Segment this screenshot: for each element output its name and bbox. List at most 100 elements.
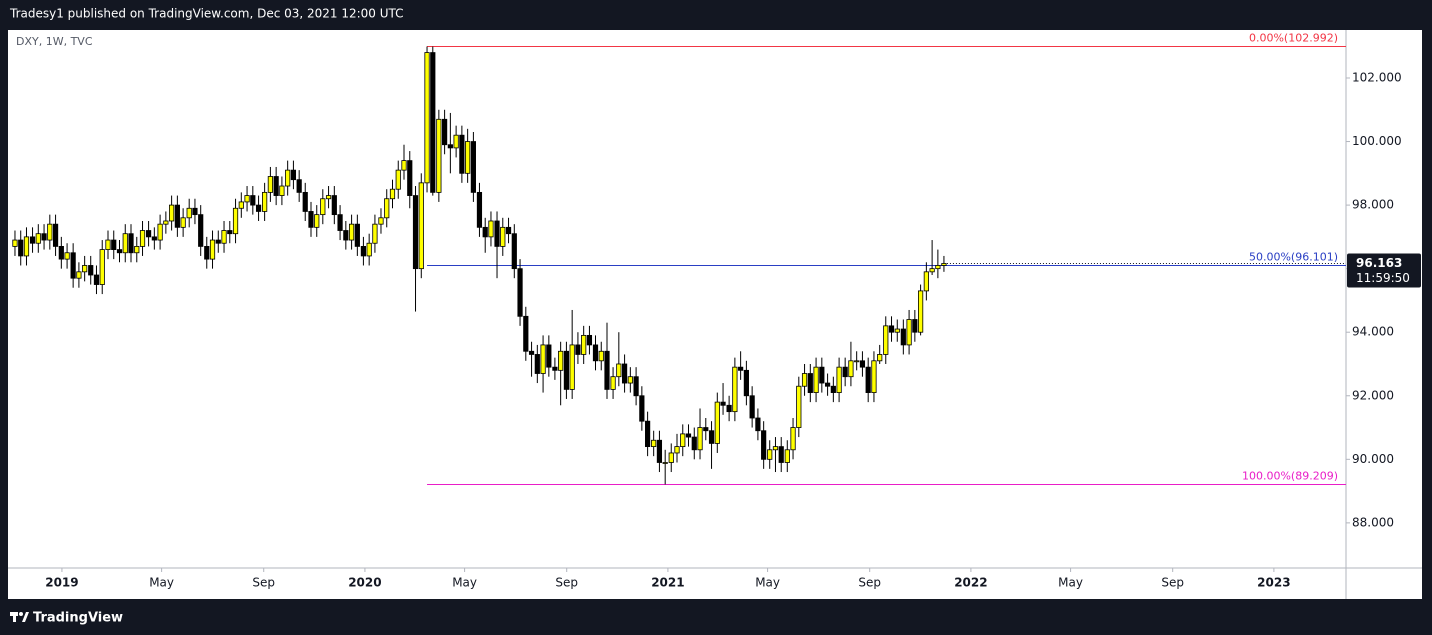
candle-body bbox=[105, 239, 111, 250]
candle bbox=[47, 214, 53, 250]
candle bbox=[888, 316, 895, 342]
candle bbox=[128, 224, 134, 263]
candle bbox=[366, 233, 372, 266]
candle bbox=[151, 227, 157, 250]
candle bbox=[824, 373, 831, 396]
candle bbox=[302, 182, 308, 221]
candle bbox=[384, 189, 390, 228]
candle-body bbox=[761, 430, 767, 460]
candle bbox=[52, 214, 59, 256]
candle bbox=[389, 179, 396, 209]
plot: 88.00090.00092.00094.00096.00098.000100.… bbox=[12, 31, 1421, 590]
candle bbox=[854, 351, 860, 371]
candle bbox=[534, 344, 540, 384]
candle-body bbox=[198, 214, 204, 247]
candle bbox=[796, 376, 802, 438]
candle-body bbox=[651, 439, 657, 448]
candle-body bbox=[157, 223, 163, 241]
symbol-label: DXY, 1W, TVC bbox=[16, 35, 93, 48]
candle-body bbox=[581, 334, 587, 355]
candle bbox=[99, 240, 105, 295]
candle bbox=[88, 255, 94, 285]
candle-body bbox=[534, 354, 540, 374]
candle-body bbox=[250, 195, 256, 206]
candle bbox=[262, 182, 268, 221]
price-badge bbox=[1347, 253, 1421, 288]
candle-body bbox=[169, 204, 175, 222]
candle bbox=[592, 335, 599, 371]
candle-body bbox=[772, 446, 779, 451]
candle bbox=[546, 335, 552, 377]
candle bbox=[279, 176, 285, 206]
candle bbox=[244, 186, 250, 212]
candle-body bbox=[82, 265, 88, 273]
candle-body bbox=[331, 195, 337, 216]
candle bbox=[691, 427, 697, 460]
candle-body bbox=[424, 52, 430, 184]
candle bbox=[401, 144, 407, 180]
candle-body bbox=[151, 236, 157, 241]
candle bbox=[308, 201, 314, 237]
candle-body bbox=[720, 401, 726, 406]
candle-body bbox=[453, 134, 459, 149]
x-tick-label: 2022 bbox=[954, 576, 987, 590]
candle bbox=[204, 236, 210, 269]
candle-body bbox=[796, 385, 802, 428]
candle-body bbox=[558, 350, 564, 371]
candle-body bbox=[813, 366, 819, 393]
candle bbox=[935, 249, 941, 279]
candle-body bbox=[900, 328, 906, 346]
x-tick-label: May bbox=[149, 576, 174, 590]
candle-body bbox=[563, 350, 570, 390]
candle-body bbox=[180, 217, 186, 228]
candle bbox=[616, 332, 622, 387]
y-tick-label: 98.000 bbox=[1352, 198, 1394, 212]
candle-body bbox=[99, 249, 105, 285]
y-tick-label: 88.000 bbox=[1352, 515, 1394, 529]
candle bbox=[267, 166, 273, 202]
candle bbox=[488, 211, 494, 247]
candle-body bbox=[714, 401, 720, 444]
candle-body bbox=[703, 427, 709, 432]
candle bbox=[865, 357, 871, 403]
candle-body bbox=[163, 220, 169, 225]
candle bbox=[883, 316, 889, 364]
candle bbox=[418, 173, 424, 279]
candle-body bbox=[279, 185, 285, 196]
candle bbox=[250, 186, 256, 215]
candle bbox=[598, 341, 604, 371]
candle-body bbox=[674, 446, 680, 454]
x-tick-label: 2019 bbox=[45, 576, 78, 590]
candle bbox=[877, 344, 883, 364]
candle-body bbox=[273, 176, 279, 196]
candle-body bbox=[337, 214, 343, 231]
candle-body bbox=[378, 217, 384, 225]
logo bbox=[10, 612, 29, 622]
candle bbox=[807, 363, 813, 403]
candle bbox=[320, 189, 326, 225]
last-price: 96.163 bbox=[1356, 256, 1402, 270]
candle bbox=[285, 160, 291, 196]
candle-body bbox=[29, 236, 36, 244]
candle bbox=[169, 195, 175, 231]
candle-body bbox=[517, 268, 523, 317]
candle bbox=[296, 170, 302, 202]
candle-body bbox=[12, 239, 18, 247]
candle bbox=[116, 240, 123, 263]
candle bbox=[470, 132, 476, 202]
candle bbox=[906, 309, 912, 355]
candle bbox=[331, 186, 337, 225]
candle bbox=[29, 227, 36, 253]
candle bbox=[604, 322, 610, 399]
x-tick-label: Sep bbox=[252, 576, 275, 590]
candle bbox=[610, 367, 616, 399]
candle bbox=[407, 151, 413, 209]
candle bbox=[778, 437, 784, 473]
candle bbox=[685, 424, 692, 447]
x-tick-label: 2020 bbox=[348, 576, 381, 590]
candle bbox=[767, 440, 773, 469]
candle-body bbox=[645, 420, 651, 448]
candle-body bbox=[488, 220, 494, 238]
candle-body bbox=[894, 328, 900, 333]
